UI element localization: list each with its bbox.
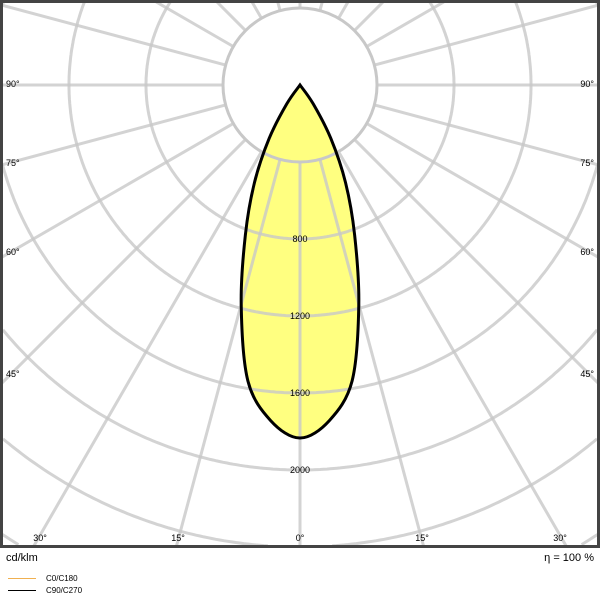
angle-label-left: 45° [6,369,20,379]
efficiency-label: η = 100 % [544,552,594,564]
grid-ring [2,437,598,546]
grid-spoke [373,103,598,167]
legend-item-c0: C0/C180 [8,574,78,583]
grid-spoke [318,158,425,546]
angle-label-right: 45° [580,369,594,379]
grid-spoke [175,158,282,546]
angle-label-bottom: 30° [33,533,47,543]
polar-grid [2,2,598,546]
angle-label-left: 75° [6,158,20,168]
grid-ring [67,2,533,318]
grid-spoke [215,2,247,32]
polar-chart: 800 1200 1600 2000 90° 90° 75° 75° 60° 60° 45° 45°… [0,0,600,548]
radial-tick-label: 2000 [290,465,310,475]
grid-spoke [373,3,598,67]
grid-spoke [353,2,385,32]
radial-tick-label: 800 [292,234,307,244]
grid-spoke [365,2,445,48]
grid-spoke [2,103,227,167]
grid-spoke [2,138,247,385]
angle-label-bottom: 30° [553,533,567,543]
angle-label-right: 60° [580,247,594,257]
angle-label-left: 90° [6,79,20,89]
legend-label: C0/C180 [46,574,78,583]
grid-spoke [353,138,598,385]
inner-circle [221,6,379,164]
radial-tick-label: 1600 [290,388,310,398]
angle-label-bottom: 0° [296,533,305,543]
angle-label-left: 60° [6,247,20,257]
legend-swatch [8,590,36,591]
grid-ring [2,533,598,546]
grid-spoke [2,122,235,259]
unit-label: cd/klm [6,552,38,564]
legend-swatch [8,578,36,579]
radial-tick-label: 1200 [290,311,310,321]
grid-spoke [155,2,235,48]
grid-spoke [250,2,263,20]
grid-spoke [337,2,350,20]
angle-label-right: 90° [580,79,594,89]
grid-spoke [32,150,263,546]
legend-label: C90/C270 [46,586,83,595]
legend-item-c90: C90/C270 [8,586,82,595]
curve-c90-c270 [239,82,361,440]
grid-ring [2,328,598,472]
grid-spoke [337,150,568,546]
angle-label-bottom: 15° [171,533,185,543]
grid-spoke [365,122,598,259]
angle-label-bottom: 15° [415,533,429,543]
grid-spoke [2,3,227,67]
angle-label-right: 75° [580,158,594,168]
plot-frame [0,0,600,548]
